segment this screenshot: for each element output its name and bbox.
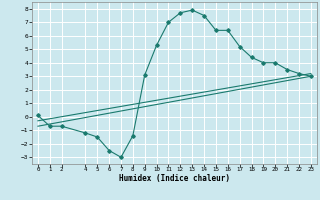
X-axis label: Humidex (Indice chaleur): Humidex (Indice chaleur) (119, 174, 230, 183)
